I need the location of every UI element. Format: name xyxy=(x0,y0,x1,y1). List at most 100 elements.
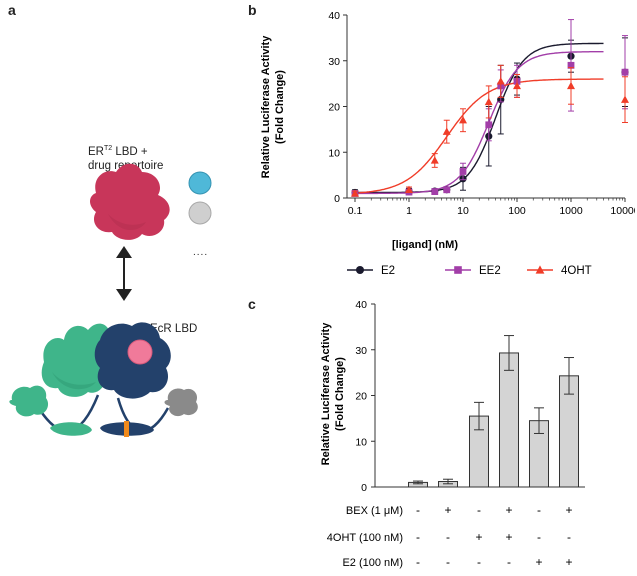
data-point-EE2 xyxy=(443,186,451,194)
chart-b-x-tick-label: 10000 xyxy=(610,205,635,217)
ligand-grey-sphere xyxy=(188,201,212,225)
legend-marker xyxy=(535,265,545,274)
bar-group xyxy=(559,357,579,488)
chart-b-x-tick-label: 0.1 xyxy=(348,205,363,217)
marker-square xyxy=(567,61,575,69)
ellipsis-label: .... xyxy=(193,247,209,258)
data-point-4OHT xyxy=(621,76,629,124)
condition-label: BEX (1 μM) xyxy=(346,505,403,517)
bar-group xyxy=(438,478,458,488)
legend-item-E2: E2 xyxy=(347,265,395,277)
double-arrow-icon xyxy=(116,246,132,301)
condition-mark: + xyxy=(565,555,572,569)
chart-c-y-tick-label: 20 xyxy=(355,391,367,403)
bar-group xyxy=(408,480,428,488)
chart-b-x-tick-label: 100 xyxy=(508,205,526,217)
condition-mark: - xyxy=(507,555,511,569)
marker-triangle xyxy=(351,189,359,197)
legend-label: EE2 xyxy=(479,265,501,277)
marker-square xyxy=(443,186,451,194)
panel-letter-a: a xyxy=(8,2,16,18)
condition-mark: - xyxy=(416,555,420,569)
schematic-illustration xyxy=(9,163,212,437)
data-point-4OHT xyxy=(459,108,467,133)
condition-mark: + xyxy=(505,503,512,517)
legend-label: 4OHT xyxy=(561,265,592,277)
ecr-lbd-label: EcR LBD xyxy=(150,323,198,335)
data-point-4OHT xyxy=(351,189,359,197)
chart-c-y-tick-label: 10 xyxy=(355,436,367,448)
marker-triangle xyxy=(513,81,521,90)
bar-group xyxy=(469,401,489,488)
marker-triangle xyxy=(621,95,629,103)
legend-item-EE2: EE2 xyxy=(445,265,501,277)
chart-b-y-tick-label: 20 xyxy=(328,102,340,114)
chart-b-y-tick-label: 0 xyxy=(334,193,340,205)
data-point-4OHT xyxy=(430,153,439,168)
data-point-4OHT xyxy=(567,67,575,105)
data-point-EE2 xyxy=(431,188,439,195)
bar-group xyxy=(529,407,549,488)
chart-b-xlabel: [ligand] (nM) xyxy=(392,239,458,251)
chart-b-legend: E2 EE2 4OHT xyxy=(347,265,592,277)
legend-marker xyxy=(454,266,462,274)
orange-linker xyxy=(124,421,129,437)
chart-b-y-tick-label: 10 xyxy=(328,147,340,159)
condition-label: E2 (100 nM) xyxy=(342,557,403,569)
chart-b-x-tick-label: 1 xyxy=(406,205,412,217)
legend-item-4OHT: 4OHT xyxy=(527,265,592,277)
condition-mark: + xyxy=(535,555,542,569)
fit-curve-E2 xyxy=(355,42,604,194)
marker-triangle xyxy=(496,77,505,85)
condition-label: 4OHT (100 nM) xyxy=(327,532,403,544)
panel-letter-c: c xyxy=(248,296,256,312)
dose-response-chart: 0 10 20 30 40 0.1 1 10 100 1000 10000 [ligand] (nM… xyxy=(260,10,635,277)
data-point-EE2 xyxy=(459,162,467,181)
data-point-4OHT xyxy=(442,119,451,144)
ligand-pink-sphere xyxy=(127,339,153,365)
condition-mark: - xyxy=(567,530,571,544)
chart-b-ylabel-line1: Relative Luciferase Activity xyxy=(260,35,272,179)
condition-mark: - xyxy=(537,503,541,517)
ligand-blue-sphere xyxy=(188,171,212,195)
chart-b-y-tick-label: 40 xyxy=(328,10,340,22)
marker-triangle xyxy=(484,97,493,106)
er-lbd-protein xyxy=(90,163,170,240)
condition-mark: + xyxy=(475,530,482,544)
marker-triangle xyxy=(459,116,467,124)
panel-letter-b: b xyxy=(248,2,257,18)
condition-mark: + xyxy=(505,530,512,544)
data-point-4OHT xyxy=(405,185,413,194)
chart-b-y-tick-label: 30 xyxy=(328,56,340,68)
condition-mark: - xyxy=(537,530,541,544)
data-point-4OHT xyxy=(513,73,521,98)
data-point-4OHT xyxy=(484,85,493,119)
condition-mark: - xyxy=(446,555,450,569)
marker-square xyxy=(431,188,439,195)
marker-square xyxy=(459,168,467,175)
legend-marker xyxy=(356,266,364,274)
chart-c-ylabel-line1: Relative Luciferase Activity xyxy=(320,322,332,466)
marker-square xyxy=(621,68,629,76)
condition-mark: + xyxy=(565,503,572,517)
green-dbd xyxy=(9,385,49,417)
legend-label: E2 xyxy=(381,265,395,277)
fit-curve-4OHT xyxy=(354,78,604,194)
condition-mark: - xyxy=(416,503,420,517)
condition-mark: - xyxy=(477,503,481,517)
condition-mark: - xyxy=(446,530,450,544)
green-lbd xyxy=(41,323,114,397)
chart-b-x-tick-label: 10 xyxy=(457,205,469,217)
marker-square xyxy=(485,121,493,129)
condition-mark: - xyxy=(416,530,420,544)
marker-triangle xyxy=(442,127,451,135)
bar-chart: 0 10 20 30 40 BEX (1 μM) - + - + - +4OHT (100 nM) -… xyxy=(320,299,585,569)
bar-group xyxy=(499,335,519,488)
condition-mark: - xyxy=(477,555,481,569)
grey-dbd xyxy=(164,388,198,417)
chart-b-ylabel-line2: (Fold Change) xyxy=(274,70,286,144)
data-point-4OHT xyxy=(496,64,505,98)
fit-curve-EE2 xyxy=(355,51,604,195)
chart-c-y-tick-label: 40 xyxy=(355,299,367,311)
condition-mark: + xyxy=(444,503,451,517)
